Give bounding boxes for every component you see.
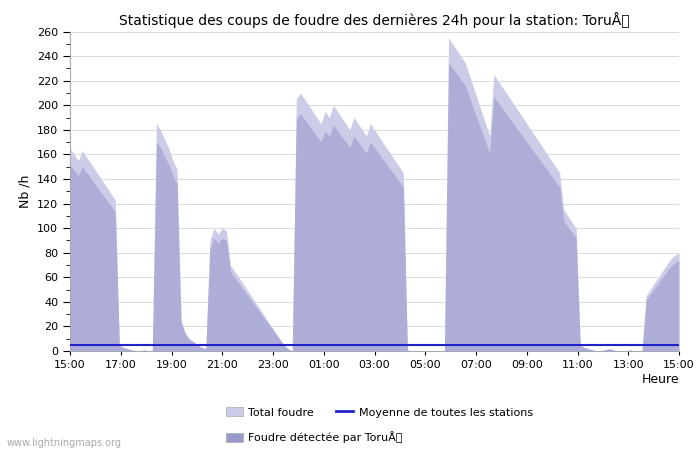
- Text: Heure: Heure: [641, 374, 679, 387]
- Legend: Foudre détectée par ToruÅ: Foudre détectée par ToruÅ: [222, 427, 407, 448]
- Y-axis label: Nb /h: Nb /h: [18, 175, 32, 208]
- Text: www.lightningmaps.org: www.lightningmaps.org: [7, 438, 122, 448]
- Title: Statistique des coups de foudre des dernières 24h pour la station: ToruÅ: Statistique des coups de foudre des dern…: [119, 12, 630, 27]
